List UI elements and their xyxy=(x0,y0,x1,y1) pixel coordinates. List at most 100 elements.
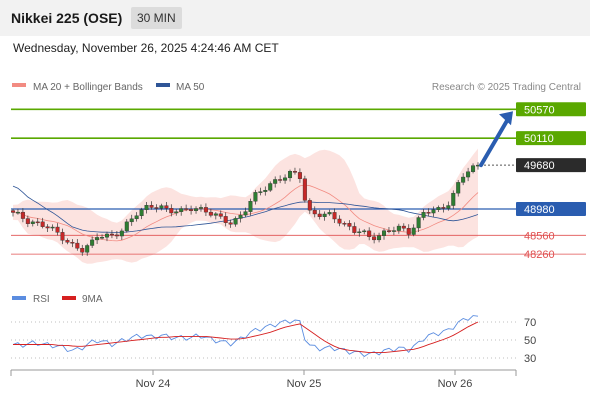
candle-body xyxy=(223,216,228,223)
candle-body xyxy=(20,211,25,219)
candle-body xyxy=(203,207,208,213)
x-axis-labels: Nov 24 Nov 25 Nov 26 xyxy=(136,370,473,390)
x-axis-label-nov-24: Nov 24 xyxy=(136,378,171,390)
candle-body xyxy=(401,225,406,229)
candle-body xyxy=(238,214,243,219)
level-tag-50110 xyxy=(516,131,586,146)
candle-body xyxy=(421,212,426,218)
ma9-legend-label: 9MA xyxy=(82,294,103,305)
candle-body xyxy=(391,230,396,232)
candle-body xyxy=(70,242,75,244)
research-credit: Research © 2025 Trading Central xyxy=(432,82,581,93)
candle-body xyxy=(278,179,283,181)
candle-body xyxy=(90,239,95,246)
candle-body xyxy=(342,223,347,225)
candle-body xyxy=(431,209,436,214)
candle-body xyxy=(50,226,55,229)
candle-body xyxy=(396,225,401,231)
candle-body xyxy=(456,182,461,194)
candle-body xyxy=(95,237,100,241)
header-bar: Nikkei 225 (OSE) 30 MIN xyxy=(0,0,590,36)
ma20-legend-label: MA 20 + Bollinger Bands xyxy=(33,82,143,93)
candle-body xyxy=(312,209,317,215)
candle-body xyxy=(357,231,362,234)
candle-body xyxy=(327,212,332,215)
candle-body xyxy=(332,212,337,220)
candle-body xyxy=(382,230,387,236)
candle-body xyxy=(377,235,382,241)
candle-body xyxy=(347,223,352,227)
candle-body xyxy=(45,226,50,229)
candle-body xyxy=(198,207,203,209)
candle-body xyxy=(218,213,223,217)
candle-body xyxy=(119,230,124,237)
x-axis-label-nov-25: Nov 25 xyxy=(287,378,322,390)
candle-body xyxy=(352,226,357,233)
candle-body xyxy=(367,230,372,237)
candle-body xyxy=(104,233,109,238)
level-labels: 50570 50110 49680 48980 48560 48260 xyxy=(516,102,586,261)
level-label-50570: 50570 xyxy=(524,104,555,116)
candle-body xyxy=(65,240,70,243)
candle-body xyxy=(189,209,194,211)
candle-body xyxy=(436,207,441,210)
candle-body xyxy=(461,176,466,183)
timeframe-button[interactable]: 30 MIN xyxy=(131,7,182,29)
ma50-legend-swatch xyxy=(156,83,170,87)
ma9-legend-swatch xyxy=(62,296,76,300)
ma50-legend-label: MA 50 xyxy=(176,82,205,93)
candle-body xyxy=(362,230,367,233)
candle-body xyxy=(213,213,218,216)
candle-body xyxy=(466,171,471,178)
candle-body xyxy=(258,191,263,193)
candle-body xyxy=(159,205,164,209)
candle-body xyxy=(114,234,119,237)
level-tag-48980 xyxy=(516,202,586,216)
candle-body xyxy=(283,177,288,181)
candle-body xyxy=(292,171,297,173)
candle-body xyxy=(139,209,144,216)
candle-body xyxy=(386,230,391,232)
level-tag-49680 xyxy=(516,158,586,173)
candle-body xyxy=(194,208,199,211)
level-label-49680: 49680 xyxy=(524,160,555,172)
candle-body xyxy=(154,207,159,209)
projection-arrow-shaft xyxy=(479,115,511,168)
candle-body xyxy=(288,171,293,179)
candle-body xyxy=(248,201,253,212)
candle-body xyxy=(75,242,80,249)
candle-body xyxy=(451,192,456,206)
candle-body xyxy=(10,210,15,213)
candle-body xyxy=(40,221,45,227)
level-label-50110: 50110 xyxy=(524,133,554,145)
candle-body xyxy=(228,222,233,225)
projection-arrow-head xyxy=(499,111,513,126)
candle-body xyxy=(263,190,268,192)
candle-body xyxy=(317,213,322,217)
rsi-line xyxy=(12,315,479,358)
candle-body xyxy=(30,221,35,224)
candle-body xyxy=(441,207,446,209)
candle-body xyxy=(268,183,273,191)
rsi-legend-label: RSI xyxy=(33,294,50,305)
x-axis-label-nov-26: Nov 26 xyxy=(438,378,473,390)
level-label-48260: 48260 xyxy=(524,249,555,261)
candle-body xyxy=(411,227,416,235)
candle-body xyxy=(129,218,134,223)
rsi-level-label-50: 50 xyxy=(524,335,536,347)
rsi-level-label-70: 70 xyxy=(524,317,536,329)
candle-body xyxy=(164,205,169,209)
candlesticks xyxy=(10,162,481,256)
candle-body xyxy=(426,212,431,214)
ma50-line xyxy=(12,185,479,233)
candle-body xyxy=(337,218,342,224)
rsi-legend-swatch xyxy=(12,296,26,300)
candle-body xyxy=(406,228,411,235)
candle-body xyxy=(184,208,189,210)
projection-arrow xyxy=(479,111,513,168)
level-label-48560: 48560 xyxy=(524,230,555,242)
candle-body xyxy=(109,233,114,236)
candle-body xyxy=(208,211,213,216)
candle-body xyxy=(174,211,179,214)
